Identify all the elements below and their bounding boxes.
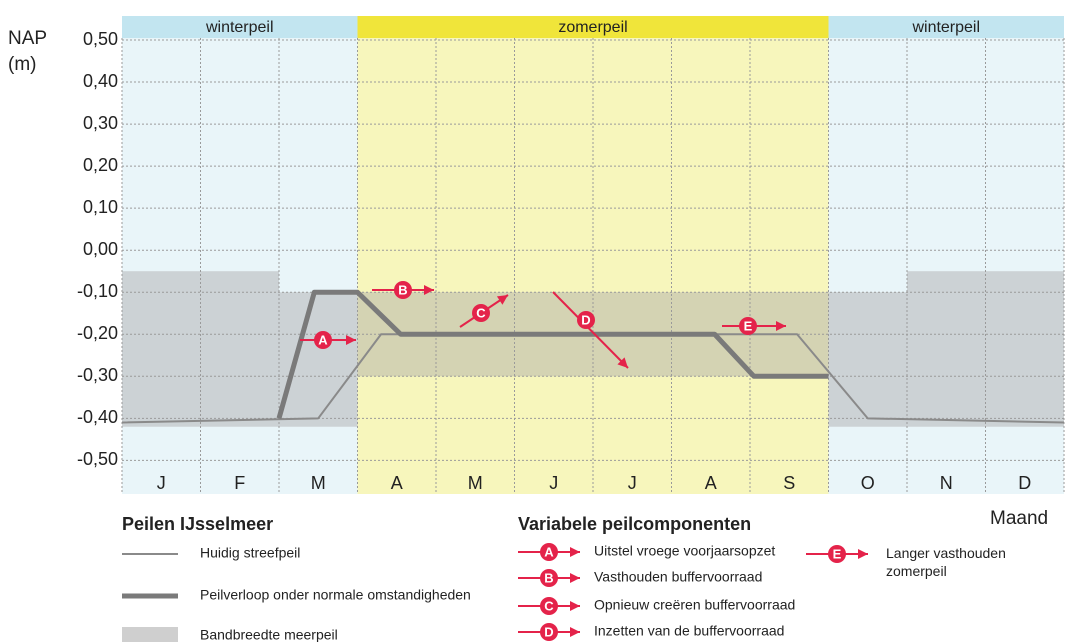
season-header xyxy=(357,16,829,38)
x-tick-label: M xyxy=(468,473,483,493)
legend-label: Bandbreedte meerpeil xyxy=(200,627,338,642)
annotation-label: Uitstel vroege voorjaarsopzet xyxy=(594,543,775,559)
annotation-arrow: B xyxy=(372,281,434,299)
annotation-arrow: C xyxy=(459,294,509,328)
y-tick-label: -0,30 xyxy=(77,365,118,385)
band-segment xyxy=(828,292,907,427)
arrow-letter: A xyxy=(544,544,554,559)
x-tick-label: D xyxy=(1018,473,1031,493)
annotation-arrow: E xyxy=(806,545,868,563)
x-tick-label: S xyxy=(783,473,795,493)
arrow-badge xyxy=(739,317,757,335)
arrow-badge xyxy=(540,569,558,587)
y-tick-label: -0,20 xyxy=(77,323,118,343)
arrow-letter: B xyxy=(398,282,407,297)
annotation-arrow: A xyxy=(518,543,580,561)
y-tick-label: -0,10 xyxy=(77,281,118,301)
band-segment xyxy=(200,271,279,427)
season-header xyxy=(122,16,358,38)
arrow-head xyxy=(570,627,580,637)
arrow-letter: A xyxy=(318,332,328,347)
level-line xyxy=(276,289,829,420)
x-tick-label: J xyxy=(157,473,166,493)
annotation-arrow: E xyxy=(722,317,786,335)
annotation-label: Inzetten van de buffervoorraad xyxy=(594,623,784,639)
arrow-head xyxy=(570,573,580,583)
x-axis-label: Maand xyxy=(990,508,1049,529)
y-tick-label: 0,50 xyxy=(83,29,118,49)
arrow-head xyxy=(617,357,628,368)
arrow-head xyxy=(496,295,508,305)
arrow-letter: C xyxy=(544,598,554,613)
arrow-badge xyxy=(828,545,846,563)
x-tick-label: M xyxy=(311,473,326,493)
x-tick-label: N xyxy=(940,473,953,493)
x-tick-label: J xyxy=(628,473,637,493)
arrow-head xyxy=(570,547,580,557)
x-tick-label: J xyxy=(549,473,558,493)
season-label: winterpeil xyxy=(911,19,980,36)
arrow-letter: D xyxy=(581,312,590,327)
annotation-label: Langer vasthouden zomerpeil xyxy=(886,545,1006,579)
x-tick-label: F xyxy=(234,473,245,493)
y-tick-label: 0,10 xyxy=(83,197,118,217)
x-tick-label: A xyxy=(391,473,403,493)
band-segment xyxy=(985,271,1064,427)
annotations-title: Variabele peilcomponenten xyxy=(518,514,752,534)
season-header xyxy=(828,16,1064,38)
arrow-badge xyxy=(540,597,558,615)
arrow-letter: B xyxy=(544,570,553,585)
arrow-head xyxy=(776,321,786,331)
arrow-badge xyxy=(314,331,332,349)
arrow-letter: E xyxy=(833,546,842,561)
x-tick-label: O xyxy=(861,473,875,493)
annotation-arrow: A xyxy=(300,331,356,349)
season-label: zomerpeil xyxy=(558,19,627,36)
y-tick-label: 0,20 xyxy=(83,155,118,175)
annotation-arrow: D xyxy=(518,623,580,641)
y-tick-label: 0,40 xyxy=(83,71,118,91)
arrow-shaft xyxy=(552,291,629,369)
annotation-label: Opnieuw creëren buffervoorraad xyxy=(594,597,795,613)
legend-swatch xyxy=(122,627,178,642)
arrow-badge xyxy=(577,311,595,329)
legend-title: Peilen IJsselmeer xyxy=(122,514,274,534)
legend-label: Peilverloop onder normale omstandigheden xyxy=(200,587,471,603)
band-segment xyxy=(907,271,986,427)
arrow-letter: E xyxy=(744,318,753,333)
annotation-label: Vasthouden buffervoorraad xyxy=(594,569,762,585)
arrow-badge xyxy=(394,281,412,299)
band-segment xyxy=(122,271,201,427)
arrow-letter: D xyxy=(544,624,553,639)
arrow-badge xyxy=(540,543,558,561)
arrow-badge xyxy=(472,304,490,322)
arrow-badge xyxy=(540,623,558,641)
y-tick-label: -0,40 xyxy=(77,407,118,427)
y-tick-label: 0,30 xyxy=(83,113,118,133)
annotation-arrow: D xyxy=(552,291,629,369)
x-tick-label: A xyxy=(705,473,717,493)
arrow-head xyxy=(858,549,868,559)
arrow-head xyxy=(570,601,580,611)
arrow-letter: C xyxy=(476,305,486,320)
annotation-arrow: B xyxy=(518,569,580,587)
band-segment xyxy=(279,292,358,427)
arrow-head xyxy=(346,335,356,345)
legend-label: Huidig streefpeil xyxy=(200,545,300,561)
season-label: winterpeil xyxy=(205,19,274,36)
arrow-head xyxy=(424,285,434,295)
annotation-arrow: C xyxy=(518,597,580,615)
y-tick-label: -0,50 xyxy=(77,449,118,469)
y-axis-label: NAP (m) xyxy=(8,28,47,75)
y-tick-label: 0,00 xyxy=(83,239,118,259)
